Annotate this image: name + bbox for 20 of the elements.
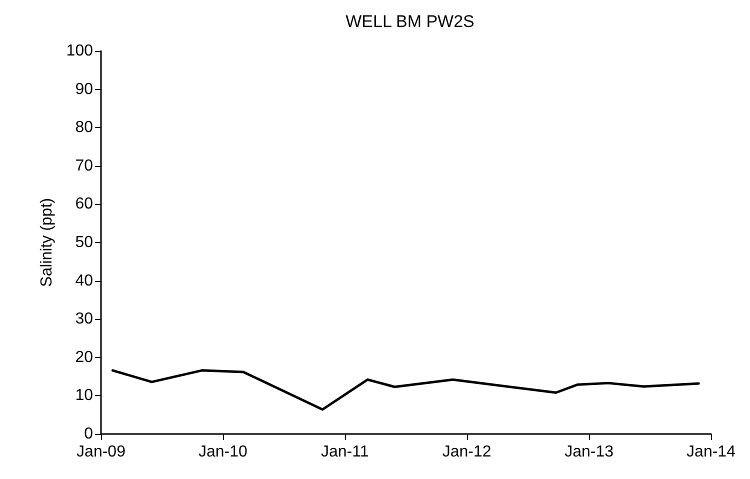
chart-title: WELL BM PW2S bbox=[346, 12, 474, 31]
x-tick-label: Jan-09 bbox=[76, 444, 126, 460]
y-tick-label: 100 bbox=[66, 42, 94, 60]
y-tick-label: 0 bbox=[84, 426, 94, 442]
y-tick-label: 60 bbox=[75, 196, 94, 213]
x-tick-label: Jan-11 bbox=[321, 444, 369, 460]
y-tick-label: 80 bbox=[75, 119, 94, 136]
line-series bbox=[111, 369, 700, 411]
y-tick-label: 20 bbox=[75, 348, 94, 366]
y-tick-label: 40 bbox=[75, 272, 94, 290]
y-tick-label: 30 bbox=[75, 310, 94, 328]
y-tick-label: 10 bbox=[75, 387, 94, 404]
y-tick-label: 90 bbox=[75, 80, 94, 98]
x-tick-label: Jan-10 bbox=[198, 444, 248, 460]
x-tick-label: Jan-14 bbox=[686, 444, 736, 460]
x-tick-label: Jan-13 bbox=[564, 444, 614, 460]
y-tick-label: 70 bbox=[75, 157, 94, 174]
x-tick-label: Jan-12 bbox=[442, 444, 492, 460]
y-axis-title: Salinity (ppt) bbox=[38, 198, 56, 287]
y-tick-label: 50 bbox=[75, 234, 94, 251]
